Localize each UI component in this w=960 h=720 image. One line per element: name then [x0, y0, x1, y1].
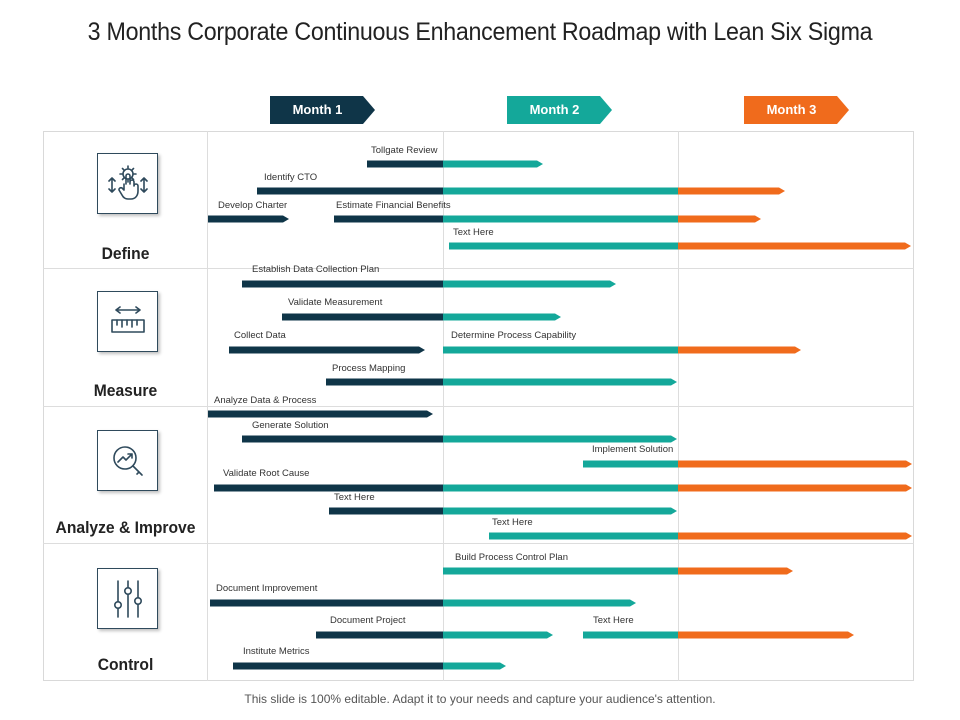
task-label: Determine Process Capability [451, 330, 577, 341]
task-label: Process Mapping [332, 363, 406, 374]
month-2-header: Month 2 [507, 96, 612, 124]
grid-divider [43, 406, 914, 407]
task-label: Text Here [334, 492, 375, 503]
category-label-measure: Measure [93, 381, 158, 400]
task-label: Validate Measurement [288, 297, 383, 308]
task-label: Analyze Data & Process [214, 395, 317, 406]
task-label: Establish Data Collection Plan [252, 264, 380, 275]
grid-divider [43, 268, 914, 269]
task-label: Collect Data [234, 330, 286, 341]
task-label: Text Here [492, 517, 533, 528]
task-label: Text Here [453, 227, 494, 238]
task-label: Validate Root Cause [223, 468, 310, 479]
task-label: Implement Solution [592, 444, 674, 455]
task-label: Estimate Financial Benefits [336, 200, 451, 211]
month-3-header: Month 3 [744, 96, 849, 124]
task-label: Document Improvement [216, 583, 318, 594]
category-label-define: Define [101, 244, 150, 263]
footer-note: This slide is 100% editable. Adapt it to… [244, 692, 716, 706]
task-label: Identify CTO [264, 172, 318, 183]
magnifier-chart-icon [97, 430, 158, 491]
sliders-icon [97, 568, 158, 629]
ruler-icon [97, 291, 158, 352]
page-title: 3 Months Corporate Continuous Enhancemen… [87, 18, 873, 46]
grid-divider [43, 543, 914, 544]
task-label: Text Here [593, 615, 634, 626]
task-label: Document Project [330, 615, 406, 626]
category-label-analyze-improve: Analyze & Improve [55, 518, 196, 537]
task-label: Tollgate Review [371, 145, 438, 156]
category-label-control: Control [97, 655, 154, 674]
task-label: Develop Charter [218, 200, 288, 211]
task-label: Generate Solution [252, 420, 329, 431]
task-label: Build Process Control Plan [455, 552, 568, 563]
gear-touch-icon [97, 153, 158, 214]
task-label: Institute Metrics [243, 646, 310, 657]
month-1-header: Month 1 [270, 96, 375, 124]
